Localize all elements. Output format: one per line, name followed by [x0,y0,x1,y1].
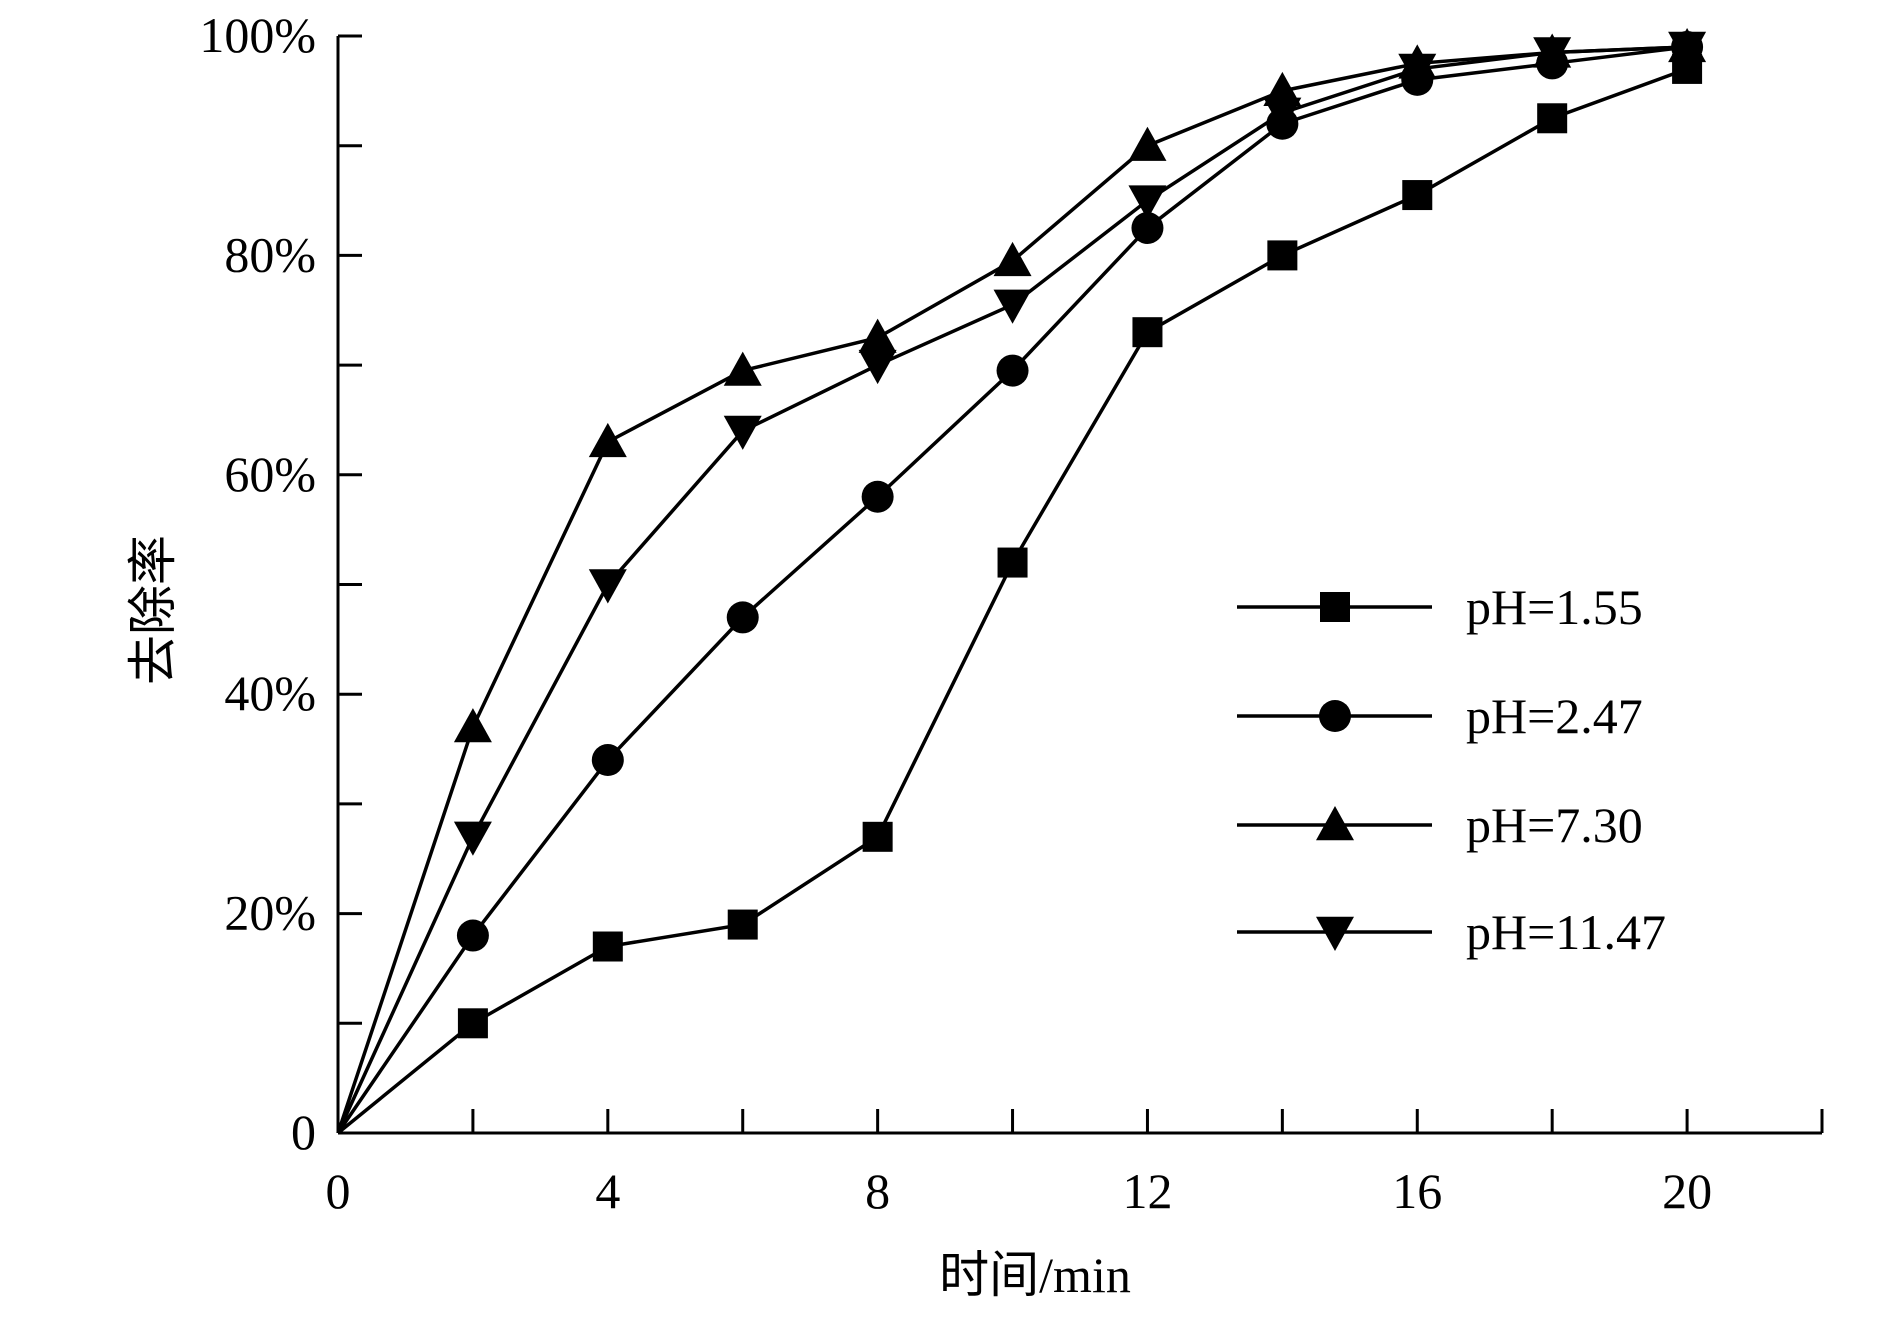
data-point [592,931,623,962]
x-tick-label: 8 [865,1163,890,1219]
data-point [453,708,492,743]
data-point [1132,317,1163,348]
legend-marker [1316,916,1354,951]
data-point [1398,53,1437,88]
data-point [1402,180,1433,211]
data-point [723,351,762,386]
data-point [858,318,897,353]
y-ticks: 0 20% 40% 60% 80% 100% [199,7,362,1160]
y-tick-label: 0 [291,1104,316,1160]
data-point [457,1008,488,1039]
data-point [1263,97,1302,132]
legend: pH=1.55 pH=2.47 pH=7.30 pH=11.47 [1237,579,1666,960]
data-point [591,744,624,777]
data-point [456,919,489,952]
y-axis-title: 去除率 [125,535,181,685]
data-point [858,349,897,385]
x-tick-label: 4 [595,1163,620,1219]
data-point [993,289,1032,324]
legend-item: pH=7.30 [1237,797,1643,853]
legend-item: pH=11.47 [1237,904,1666,960]
data-point [588,569,627,604]
data-point [588,422,627,458]
x-tick-label: 12 [1122,1163,1172,1219]
y-tick-label: 60% [224,446,316,502]
legend-label: pH=7.30 [1466,797,1643,853]
legend-marker [1316,806,1354,841]
data-point [1128,126,1167,161]
legend-item: pH=2.47 [1237,688,1643,744]
data-point [993,241,1032,277]
legend-item: pH=1.55 [1237,579,1643,635]
legend-marker [1319,700,1351,732]
series-group [336,27,1707,1135]
y-tick-label: 80% [224,226,316,282]
data-point [1131,211,1164,244]
y-tick-label: 100% [199,7,316,63]
data-point [1668,31,1707,66]
x-tick-label: 0 [326,1163,351,1219]
x-tick-label: 20 [1662,1163,1712,1219]
y-tick-label: 20% [224,885,316,941]
x-axis-title: 时间/min [939,1247,1131,1303]
data-point [1267,240,1298,271]
data-point [723,415,762,450]
data-point [726,601,759,634]
x-ticks: 0 4 8 12 16 20 [326,1109,1824,1219]
data-point [997,547,1028,578]
legend-label: pH=1.55 [1466,579,1643,635]
data-point [1263,71,1302,107]
x-tick-label: 16 [1392,1163,1442,1219]
data-point [727,909,758,940]
data-point [996,354,1029,387]
legend-label: pH=11.47 [1466,904,1666,960]
data-point [453,821,492,856]
y-tick-label: 40% [224,665,316,721]
data-point [862,821,893,852]
data-point [1128,185,1167,220]
data-point [1533,37,1572,72]
legend-marker [1320,592,1350,622]
data-point [861,480,894,513]
legend-label: pH=2.47 [1466,688,1643,744]
data-point [1537,103,1568,134]
series-4 [336,31,1707,1134]
